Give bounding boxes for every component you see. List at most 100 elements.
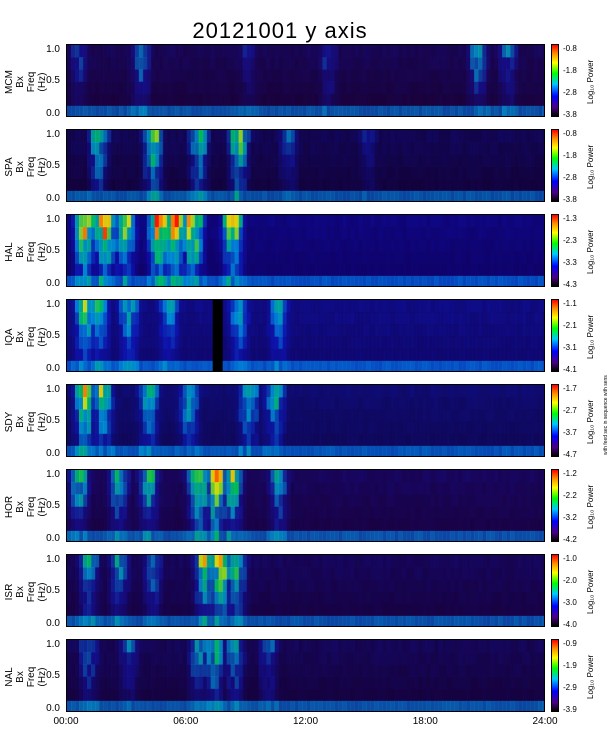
spectrogram-cell bbox=[126, 506, 132, 520]
spectrogram-cell bbox=[118, 579, 124, 592]
spectrogram-cell bbox=[406, 130, 411, 143]
spectrogram-cell bbox=[246, 494, 252, 507]
spectrogram-cell bbox=[67, 93, 72, 107]
spectrogram-cell bbox=[466, 81, 471, 95]
spectrogram-cell bbox=[86, 93, 92, 107]
spectrogram-cell bbox=[306, 324, 311, 337]
spectrogram-cell bbox=[338, 251, 343, 265]
spectrogram-cell bbox=[78, 275, 84, 286]
spectrogram-cell bbox=[330, 603, 335, 617]
spectrogram-cell bbox=[326, 603, 331, 617]
spectrogram-cell bbox=[74, 385, 80, 398]
spectrogram-cell bbox=[302, 312, 307, 325]
spectrogram-cell bbox=[418, 482, 423, 495]
spectrogram-cell bbox=[70, 300, 76, 313]
spectrogram-cell bbox=[282, 166, 288, 180]
spectrogram-cell bbox=[514, 397, 519, 410]
spectrogram-cell bbox=[542, 45, 544, 58]
spectrogram-cell bbox=[382, 530, 387, 541]
spectrogram-cell bbox=[470, 130, 475, 143]
spectrogram-cell bbox=[454, 190, 459, 201]
spectrogram-cell bbox=[506, 336, 511, 350]
spectrogram-cell bbox=[190, 69, 196, 82]
spectrogram-cell bbox=[310, 190, 315, 201]
spectrogram-cell bbox=[474, 445, 479, 456]
spectrogram-cell bbox=[354, 251, 359, 265]
spectrogram-cell bbox=[506, 445, 511, 456]
spectrogram-cell bbox=[70, 567, 76, 580]
spectrogram-cell bbox=[82, 239, 88, 252]
spectrogram-cell bbox=[274, 421, 280, 435]
spectrogram-cell bbox=[478, 409, 483, 422]
spectrogram-cell bbox=[138, 397, 144, 410]
spectrogram-cell bbox=[330, 45, 335, 58]
spectrogram-cell bbox=[446, 275, 451, 286]
spectrogram-cell bbox=[254, 385, 260, 398]
spectrogram-cell bbox=[234, 45, 240, 58]
spectrogram-cell bbox=[482, 178, 487, 192]
spectrogram-cell bbox=[242, 300, 248, 313]
spectrogram-cell bbox=[450, 275, 455, 286]
spectrogram-cell bbox=[542, 154, 544, 167]
spectrogram-cell bbox=[494, 57, 499, 70]
spectrogram-cell bbox=[394, 615, 399, 626]
spectrogram-cell bbox=[258, 336, 264, 350]
spectrogram-cell bbox=[310, 69, 315, 82]
spectrogram-cell bbox=[98, 591, 104, 605]
spectrogram-cell bbox=[334, 591, 339, 605]
spectrogram-cell bbox=[394, 263, 399, 277]
spectrogram-cell bbox=[350, 555, 355, 568]
spectrogram-cell bbox=[114, 251, 120, 265]
spectrogram-cell bbox=[462, 154, 467, 167]
spectrogram-cell bbox=[374, 470, 379, 483]
spectrogram-cell bbox=[470, 227, 475, 240]
spectrogram-cell bbox=[90, 445, 96, 456]
spectrogram-cell bbox=[350, 470, 355, 483]
spectrogram-cell bbox=[382, 93, 387, 107]
spectrogram-cell bbox=[278, 324, 284, 337]
spectrogram-cell bbox=[166, 263, 172, 277]
spectrogram-cell bbox=[90, 567, 96, 580]
spectrogram-cell bbox=[426, 409, 431, 422]
spectrogram-cell bbox=[490, 360, 495, 371]
spectrogram-cell bbox=[438, 57, 443, 70]
spectrogram-cell bbox=[98, 385, 104, 398]
spectrogram-cell bbox=[502, 494, 507, 507]
spectrogram-cell bbox=[178, 215, 184, 228]
spectrogram-cell bbox=[250, 445, 256, 456]
spectrogram-cell bbox=[106, 360, 112, 371]
spectrogram-cell bbox=[258, 227, 264, 240]
spectrogram-cell bbox=[118, 494, 124, 507]
spectrogram-cell bbox=[478, 275, 483, 286]
spectrogram-cell bbox=[522, 215, 527, 228]
spectrogram-cell bbox=[174, 579, 180, 592]
spectrogram-cell bbox=[398, 567, 403, 580]
spectrogram-cell bbox=[478, 494, 483, 507]
spectrogram-cell bbox=[386, 567, 391, 580]
spectrogram-cell bbox=[314, 567, 319, 580]
spectrogram-cell bbox=[86, 154, 92, 167]
spectrogram-cell bbox=[542, 421, 544, 435]
spectrogram-cell bbox=[430, 518, 435, 532]
spectrogram-cell bbox=[134, 506, 140, 520]
spectrogram-cell bbox=[438, 336, 443, 350]
spectrogram-cell bbox=[226, 555, 232, 568]
spectrogram-cell bbox=[138, 591, 144, 605]
spectrogram-cell bbox=[238, 555, 244, 568]
spectrogram-cell bbox=[206, 166, 212, 180]
spectrogram-cell bbox=[502, 57, 507, 70]
spectrogram-cell bbox=[238, 227, 244, 240]
spectrogram-cell bbox=[506, 263, 511, 277]
spectrogram-cell bbox=[498, 215, 503, 228]
spectrogram-cell bbox=[210, 385, 216, 398]
spectrogram-cell bbox=[490, 312, 495, 325]
spectrogram-cell bbox=[242, 45, 248, 58]
spectrogram-cell bbox=[182, 312, 188, 325]
spectrogram-cell bbox=[134, 555, 140, 568]
spectrogram-cell bbox=[402, 239, 407, 252]
spectrogram-cell bbox=[502, 530, 507, 541]
spectrogram-cell bbox=[178, 178, 184, 192]
spectrogram-cell bbox=[306, 69, 311, 82]
spectrogram-cell bbox=[94, 227, 100, 240]
spectrogram-cell bbox=[354, 482, 359, 495]
